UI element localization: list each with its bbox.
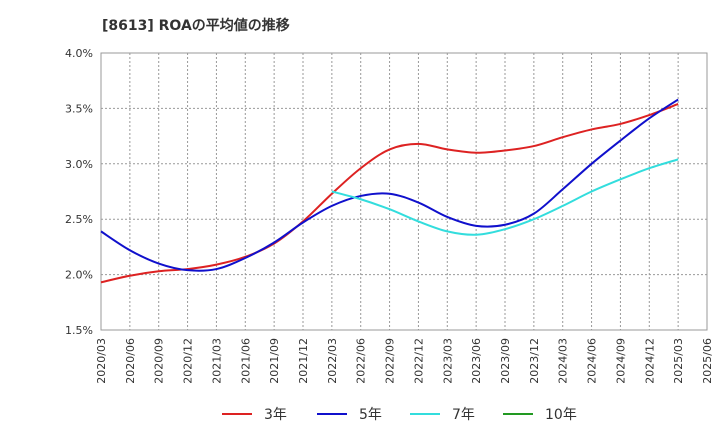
x-tick-label: 2020/09: [153, 338, 166, 384]
x-tick-label: 2020/03: [95, 338, 108, 384]
x-tick-label: 2023/03: [441, 338, 454, 384]
x-tick-label: 2024/06: [586, 338, 599, 384]
y-tick-label: 1.5%: [65, 324, 93, 337]
y-axis-ticks: 1.5% 2.0% 2.5% 3.0% 3.5% 4.0%: [65, 47, 93, 337]
legend-label: 5年: [359, 407, 382, 423]
x-tick-label: 2020/06: [124, 338, 137, 384]
x-tick-label: 2024/03: [557, 338, 570, 384]
y-tick-label: 3.5%: [65, 102, 93, 115]
x-tick-label: 2023/12: [528, 338, 541, 384]
x-tick-label: 2022/06: [355, 338, 368, 384]
x-tick-label: 2022/12: [412, 338, 425, 384]
x-tick-label: 2021/03: [210, 338, 223, 384]
y-tick-label: 2.5%: [65, 213, 93, 226]
legend-label: 7年: [452, 407, 475, 423]
x-tick-label: 2024/12: [643, 338, 656, 384]
x-tick-label: 2023/06: [470, 338, 483, 384]
legend-label: 3年: [264, 407, 287, 423]
x-tick-label: 2024/09: [614, 338, 627, 384]
x-tick-label: 2021/06: [239, 338, 252, 384]
x-tick-label: 2021/09: [268, 338, 281, 384]
plot-area: [100, 52, 708, 331]
y-tick-label: 3.0%: [65, 158, 93, 171]
grid: [101, 53, 707, 330]
series-lines: [100, 98, 679, 284]
x-tick-label: 2020/12: [182, 338, 195, 384]
x-tick-label: 2023/09: [499, 338, 512, 384]
y-tick-label: 2.0%: [65, 269, 93, 282]
legend: 3年 5年 7年 10年: [222, 407, 577, 423]
x-tick-label: 2022/03: [326, 338, 339, 384]
x-tick-label: 2025/03: [672, 338, 685, 384]
series-line: [331, 158, 679, 236]
x-axis-ticks: 2020/03 2020/06 2020/09 2020/12 2021/03 2021/…: [95, 338, 714, 384]
y-tick-label: 4.0%: [65, 47, 93, 60]
legend-label: 10年: [545, 407, 577, 423]
series-line: [100, 103, 679, 284]
x-tick-label: 2021/12: [297, 338, 310, 384]
chart-title: [8613] ROAの平均値の推移: [102, 17, 290, 34]
x-tick-label: 2022/09: [384, 338, 397, 384]
x-tick-label: 2025/06: [701, 338, 714, 384]
series-line: [100, 98, 679, 272]
